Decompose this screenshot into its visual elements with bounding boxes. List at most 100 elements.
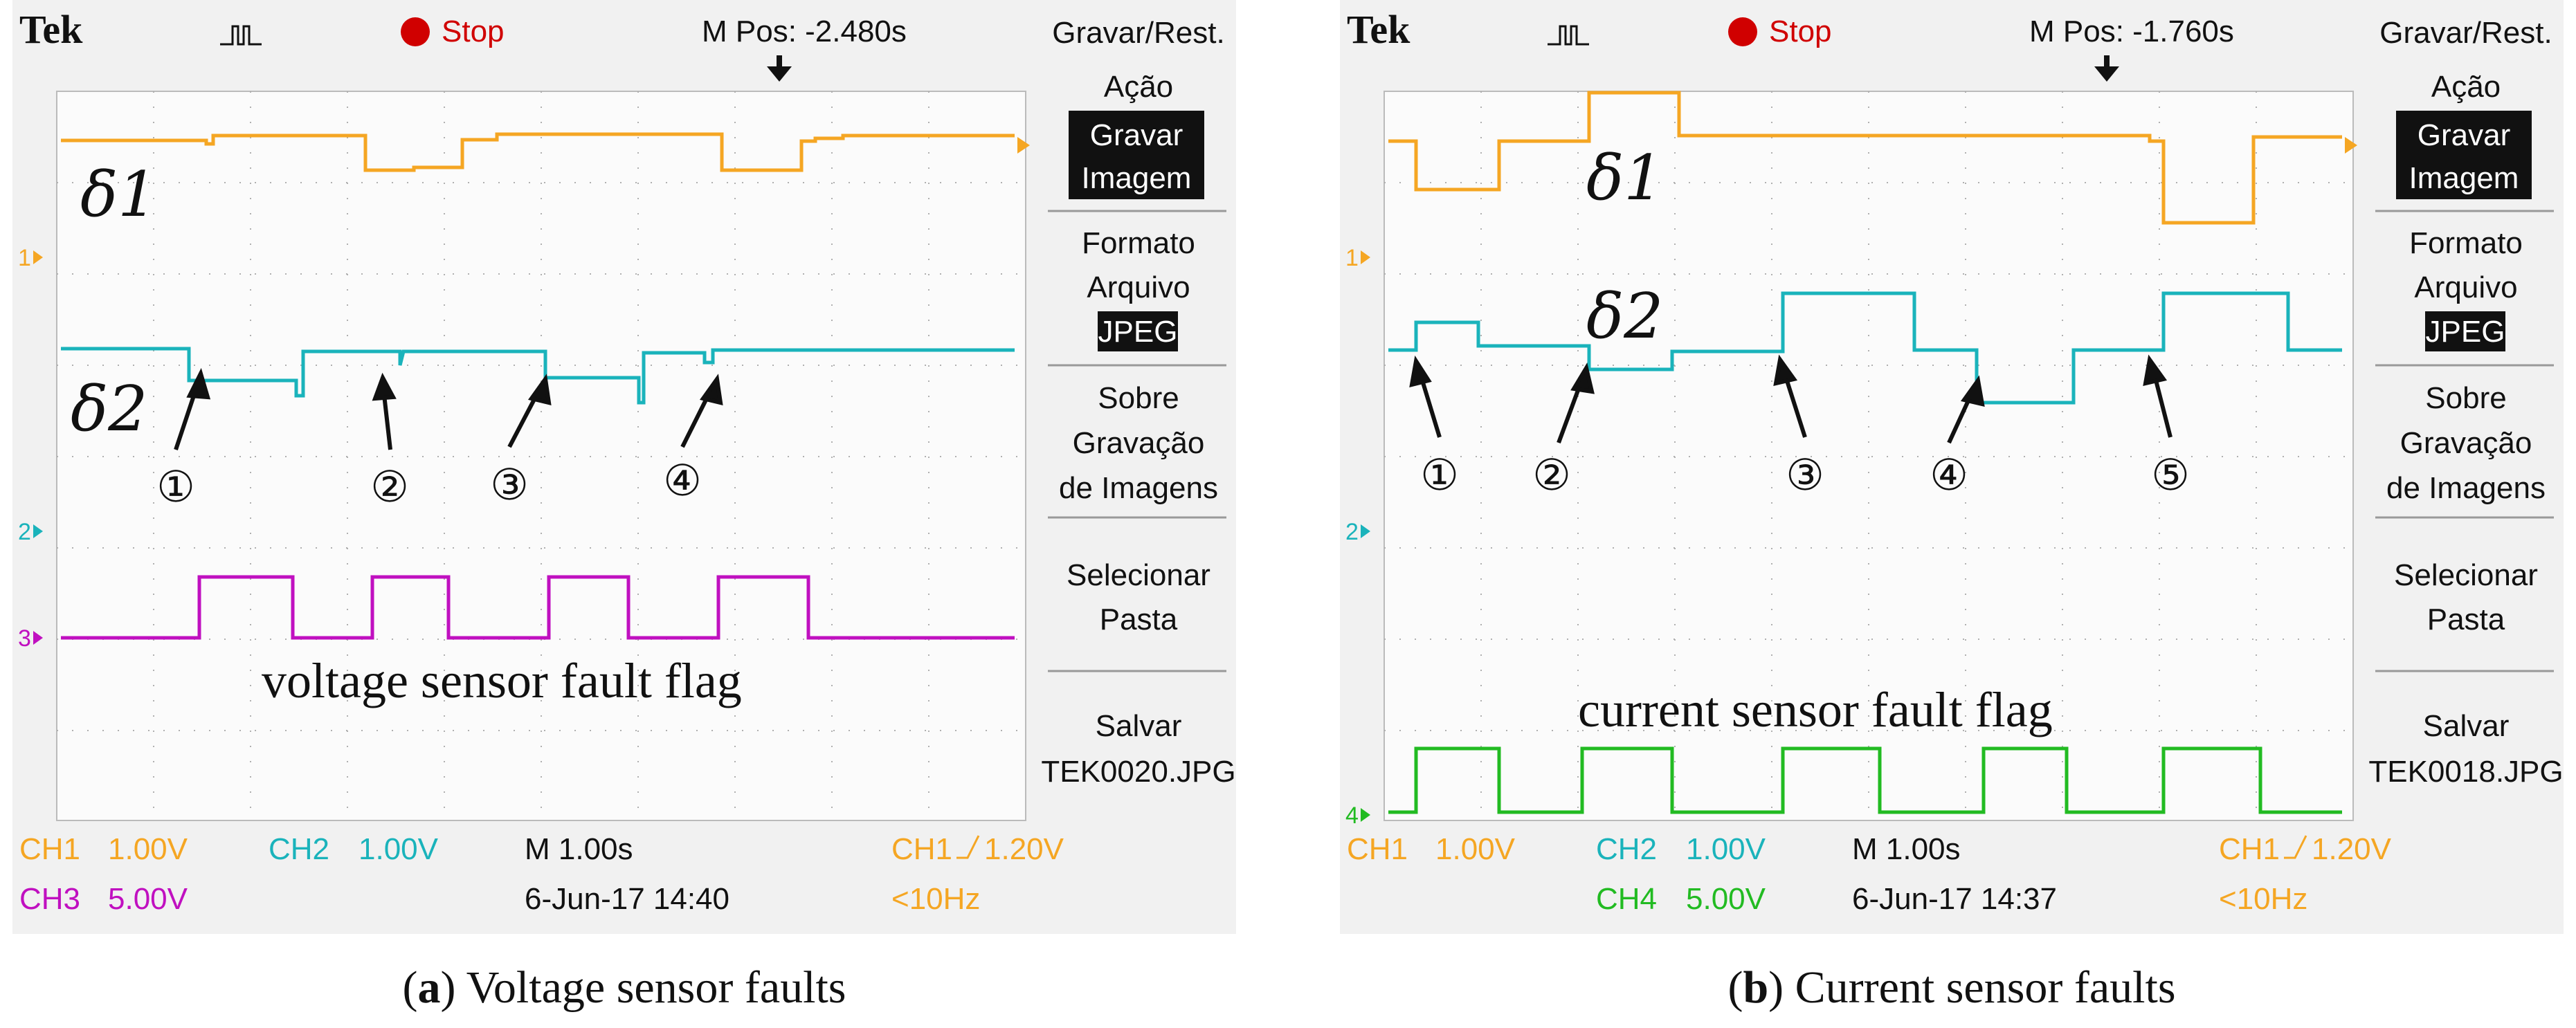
ch2-ground-marker[interactable]: 2 — [18, 519, 31, 545]
fault-flag-label: voltage sensor fault flag — [262, 653, 742, 708]
arquivo-label[interactable]: Arquivo — [2414, 270, 2517, 304]
m-pos-readout: M Pos: -2.480s — [702, 15, 907, 48]
frequency: <10Hz — [891, 882, 980, 916]
ch1-waveform — [1388, 91, 2342, 225]
run-status[interactable]: Stop — [1769, 15, 1832, 48]
stop-icon — [401, 17, 430, 46]
menu-acao-label: Ação — [1104, 70, 1173, 104]
run-status[interactable]: Stop — [442, 15, 505, 48]
trigger-slope-icon — [956, 835, 980, 859]
formato-label[interactable]: Formato — [2409, 226, 2523, 260]
fault-arrows-b — [1409, 354, 2173, 444]
salvar-label[interactable]: Salvar — [1096, 709, 1182, 743]
delta1-label: δ1 — [1586, 142, 1663, 214]
ch4-waveform — [1388, 746, 2342, 814]
date-time: 6-Jun-17 14:37 — [1852, 882, 2057, 916]
jpeg-label: JPEG — [2426, 315, 2505, 349]
trigger-position-marker — [2094, 55, 2119, 82]
ch2-marker-arrow — [1361, 524, 1370, 538]
trigger-position-marker — [767, 55, 792, 82]
imagem-label: Imagem — [2409, 161, 2519, 195]
pasta-label[interactable]: Pasta — [2427, 603, 2505, 636]
de-imagens-label[interactable]: de Imagens — [1059, 471, 1218, 505]
ch2-scale: 1.00V — [1686, 832, 1766, 866]
sobre-label[interactable]: Sobre — [1098, 381, 1179, 415]
fault-marker-1: ① — [1420, 450, 1459, 500]
ch3-waveform — [61, 575, 1015, 640]
caption-b: (b) Current sensor faults — [1727, 962, 2176, 1013]
imagem-label: Imagem — [1082, 161, 1192, 195]
fault-flag-label: current sensor fault flag — [1578, 682, 2053, 737]
menu-title: Gravar/Rest. — [2379, 16, 2552, 50]
ch3-ground-marker[interactable]: 3 — [18, 625, 31, 652]
fault-marker-3: ③ — [1786, 450, 1824, 500]
ch3-marker-arrow — [33, 631, 43, 645]
ch1-marker-arrow — [33, 250, 43, 264]
selecionar-label[interactable]: Selecionar — [2394, 558, 2538, 592]
pasta-label[interactable]: Pasta — [1100, 603, 1178, 636]
selecionar-label[interactable]: Selecionar — [1067, 558, 1210, 592]
menu-acao-label: Ação — [2431, 70, 2501, 104]
salvar-label[interactable]: Salvar — [2423, 709, 2510, 743]
ch4-label: CH4 — [1596, 882, 1657, 916]
trigger-level: 1.20V — [2312, 832, 2392, 866]
ch1-waveform — [61, 132, 1015, 172]
jpeg-label: JPEG — [1098, 315, 1178, 349]
gravacao-label[interactable]: Gravação — [2400, 426, 2532, 460]
fault-marker-5: ⑤ — [2151, 450, 2190, 500]
m-pos-readout: M Pos: -1.760s — [2029, 15, 2234, 48]
ch2-label: CH2 — [269, 832, 329, 866]
ch1-ground-marker[interactable]: 1 — [18, 245, 31, 271]
ch1-ground-marker[interactable]: 1 — [1345, 245, 1359, 271]
gravacao-label[interactable]: Gravação — [1073, 426, 1205, 460]
filename-label[interactable]: TEK0018.JPG — [2368, 755, 2563, 789]
gravar-imagem-button[interactable] — [1069, 111, 1204, 199]
ch2-ground-marker[interactable]: 2 — [1345, 519, 1359, 545]
ch1-label: CH1 — [1347, 832, 1408, 866]
ch1-marker-arrow — [1361, 250, 1370, 264]
menu-title: Gravar/Rest. — [1052, 16, 1224, 50]
caption-b-label: b — [1743, 962, 1769, 1013]
ch2-scale: 1.00V — [359, 832, 439, 866]
gravar-label: Gravar — [2418, 118, 2510, 152]
fault-marker-1: ① — [156, 461, 195, 512]
timebase: M 1.00s — [525, 832, 633, 866]
ch2-waveform — [1388, 291, 2342, 405]
stop-icon — [1728, 17, 1757, 46]
trigger-source: CH1 — [2219, 832, 2280, 866]
trigger-level-marker — [1017, 137, 1030, 154]
arquivo-label[interactable]: Arquivo — [1087, 270, 1190, 304]
jpeg-badge[interactable] — [1098, 311, 1178, 351]
fault-marker-2: ② — [1532, 450, 1571, 500]
screen-a: Tek Stop M Pos: -2.480s 1 2 3 δ1 δ2 ① ② … — [18, 7, 1236, 916]
oscilloscope-panel-a: Tek Stop M Pos: -2.480s 1 2 3 δ1 δ2 ① ② … — [12, 0, 1236, 934]
gravar-imagem-button[interactable] — [2396, 111, 2532, 199]
ch2-marker-arrow — [33, 524, 43, 538]
sobre-label[interactable]: Sobre — [2425, 381, 2506, 415]
gravar-label: Gravar — [1090, 118, 1183, 152]
caption-a-label: a — [417, 962, 441, 1013]
ch1-scale: 1.00V — [108, 832, 188, 866]
trigger-status-icon — [220, 25, 262, 46]
ch3-label: CH3 — [19, 882, 80, 916]
fault-arrows-a — [174, 367, 723, 450]
trigger-source: CH1 — [891, 832, 952, 866]
ch1-label: CH1 — [19, 832, 80, 866]
caption-a-text: Voltage sensor faults — [466, 962, 846, 1013]
ch4-ground-marker[interactable]: 4 — [1345, 802, 1359, 829]
filename-label[interactable]: TEK0020.JPG — [1041, 755, 1235, 789]
ch4-scale: 5.00V — [1686, 882, 1766, 916]
tek-logo: Tek — [1347, 7, 1411, 52]
de-imagens-label[interactable]: de Imagens — [2386, 471, 2546, 505]
formato-label[interactable]: Formato — [1082, 226, 1195, 260]
caption-a: (a) Voltage sensor faults — [402, 962, 846, 1013]
tek-logo: Tek — [19, 7, 83, 52]
date-time: 6-Jun-17 14:40 — [525, 882, 729, 916]
fault-marker-3: ③ — [490, 459, 529, 510]
ch2-label: CH2 — [1596, 832, 1657, 866]
screen-b: Tek Stop M Pos: -1.760s 1 2 4 δ1 δ2 ① ② … — [1345, 7, 2564, 916]
ch3-scale: 5.00V — [108, 882, 188, 916]
oscilloscope-panel-b: Tek Stop M Pos: -1.760s 1 2 4 δ1 δ2 ① ② … — [1340, 0, 2564, 934]
jpeg-badge[interactable] — [2425, 311, 2505, 351]
delta2-label: δ2 — [71, 373, 147, 446]
